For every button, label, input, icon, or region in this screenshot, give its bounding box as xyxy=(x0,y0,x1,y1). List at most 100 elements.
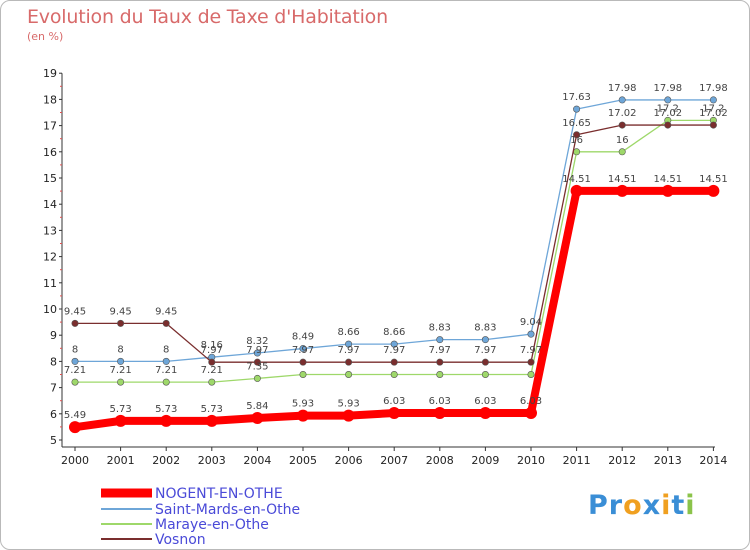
data-label: 6.03 xyxy=(429,396,451,407)
logo-letter: t xyxy=(671,490,686,521)
data-label: 17.02 xyxy=(608,108,637,119)
data-label: 16.65 xyxy=(562,118,591,129)
data-label: 5.84 xyxy=(246,401,268,412)
data-point xyxy=(299,358,307,366)
data-label: 7.97 xyxy=(520,345,542,356)
data-label: 7.21 xyxy=(64,365,86,376)
data-point xyxy=(661,184,674,197)
data-label: 7.97 xyxy=(337,345,359,356)
data-point xyxy=(527,370,535,378)
x-tick-label: 2012 xyxy=(608,454,636,467)
y-tick-label: 11 xyxy=(43,277,57,290)
data-label: 5.73 xyxy=(155,404,177,415)
data-label: 5.93 xyxy=(337,399,359,410)
data-point xyxy=(299,345,307,353)
data-point xyxy=(345,370,353,378)
x-tick-label: 2010 xyxy=(517,454,545,467)
data-label: 7.21 xyxy=(109,365,131,376)
y-tick-label: 6 xyxy=(50,408,57,421)
data-label: 8 xyxy=(163,344,169,355)
data-point xyxy=(618,148,626,156)
data-label: 8.32 xyxy=(246,336,268,347)
data-point xyxy=(69,421,81,434)
data-point xyxy=(481,336,489,344)
logo-letter: P xyxy=(588,490,609,521)
data-point xyxy=(251,411,264,424)
logo-letter: o xyxy=(623,490,643,521)
data-point xyxy=(208,358,216,366)
data-label: 7.21 xyxy=(155,365,177,376)
x-tick-label: 2011 xyxy=(563,454,591,467)
y-tick-label: 7 xyxy=(50,382,57,395)
data-point xyxy=(570,184,583,197)
data-point xyxy=(299,370,307,378)
data-point xyxy=(433,407,446,420)
data-label: 14.51 xyxy=(608,174,637,185)
x-tick-label: 2007 xyxy=(380,454,408,467)
data-point xyxy=(525,407,537,420)
data-point xyxy=(71,319,79,327)
data-labels: 5.49 5.73 5.73 5.73 5.84 5.93 5.93 6.03 6.03 6.03… xyxy=(64,83,728,421)
x-tick-label: 2001 xyxy=(107,454,135,467)
x-tick-label: 2003 xyxy=(198,454,226,467)
data-point xyxy=(205,414,218,427)
series-layer xyxy=(69,96,720,434)
data-point xyxy=(162,378,170,386)
legend: NOGENT-EN-OTHESaint-Mards-en-OtheMaraye-… xyxy=(101,486,300,548)
logo-letter: i xyxy=(661,490,672,521)
legend-label: Vosnon xyxy=(155,532,206,548)
data-point xyxy=(616,184,629,197)
data-point xyxy=(253,349,261,357)
data-point xyxy=(162,357,170,365)
data-label: 5.93 xyxy=(292,399,314,410)
data-label: 8.66 xyxy=(337,327,359,338)
data-point xyxy=(618,96,626,104)
data-point xyxy=(479,407,492,420)
y-tick-label: 19 xyxy=(43,67,57,80)
y-tick-label: 18 xyxy=(43,93,57,106)
data-label: 14.51 xyxy=(699,174,728,185)
data-point xyxy=(664,121,672,129)
data-label: 17.2 xyxy=(657,103,679,114)
data-label: 7.97 xyxy=(201,345,223,356)
x-tick-label: 2006 xyxy=(335,454,363,467)
chart-title: Evolution du Taux de Taxe d'Habitation xyxy=(27,6,388,28)
x-tick-label: 2014 xyxy=(699,454,727,467)
y-tick-label: 12 xyxy=(43,251,57,264)
data-label: 17.02 xyxy=(699,108,728,119)
data-point xyxy=(527,330,535,338)
data-point xyxy=(345,358,353,366)
data-label: 6.03 xyxy=(383,396,405,407)
data-point xyxy=(117,357,125,365)
data-point xyxy=(707,184,720,197)
data-point xyxy=(390,358,398,366)
logo-letter: r xyxy=(608,490,624,521)
data-point xyxy=(618,121,626,129)
chart-subtitle: (en %) xyxy=(27,30,64,43)
data-point xyxy=(481,370,489,378)
data-label: 16 xyxy=(616,135,629,146)
y-tick-label: 17 xyxy=(43,120,57,133)
y-tick-label: 10 xyxy=(43,303,57,316)
data-label: 17.98 xyxy=(653,83,682,94)
data-label: 8 xyxy=(117,344,123,355)
data-point xyxy=(71,378,79,386)
data-point xyxy=(709,121,717,129)
data-label: 6.03 xyxy=(520,396,542,407)
data-point xyxy=(436,336,444,344)
data-point xyxy=(436,370,444,378)
data-point xyxy=(390,340,398,348)
data-label: 5.73 xyxy=(109,404,131,415)
data-point xyxy=(390,370,398,378)
data-label: 8.66 xyxy=(383,327,405,338)
data-label: 7.97 xyxy=(383,345,405,356)
data-point xyxy=(342,409,355,422)
data-point xyxy=(162,319,170,327)
y-tick-label: 15 xyxy=(43,172,57,185)
data-label: 14.51 xyxy=(653,174,682,185)
legend-label: Maraye-en-Othe xyxy=(155,517,269,533)
logo-letter: i xyxy=(685,490,696,521)
x-tick-label: 2009 xyxy=(471,454,499,467)
